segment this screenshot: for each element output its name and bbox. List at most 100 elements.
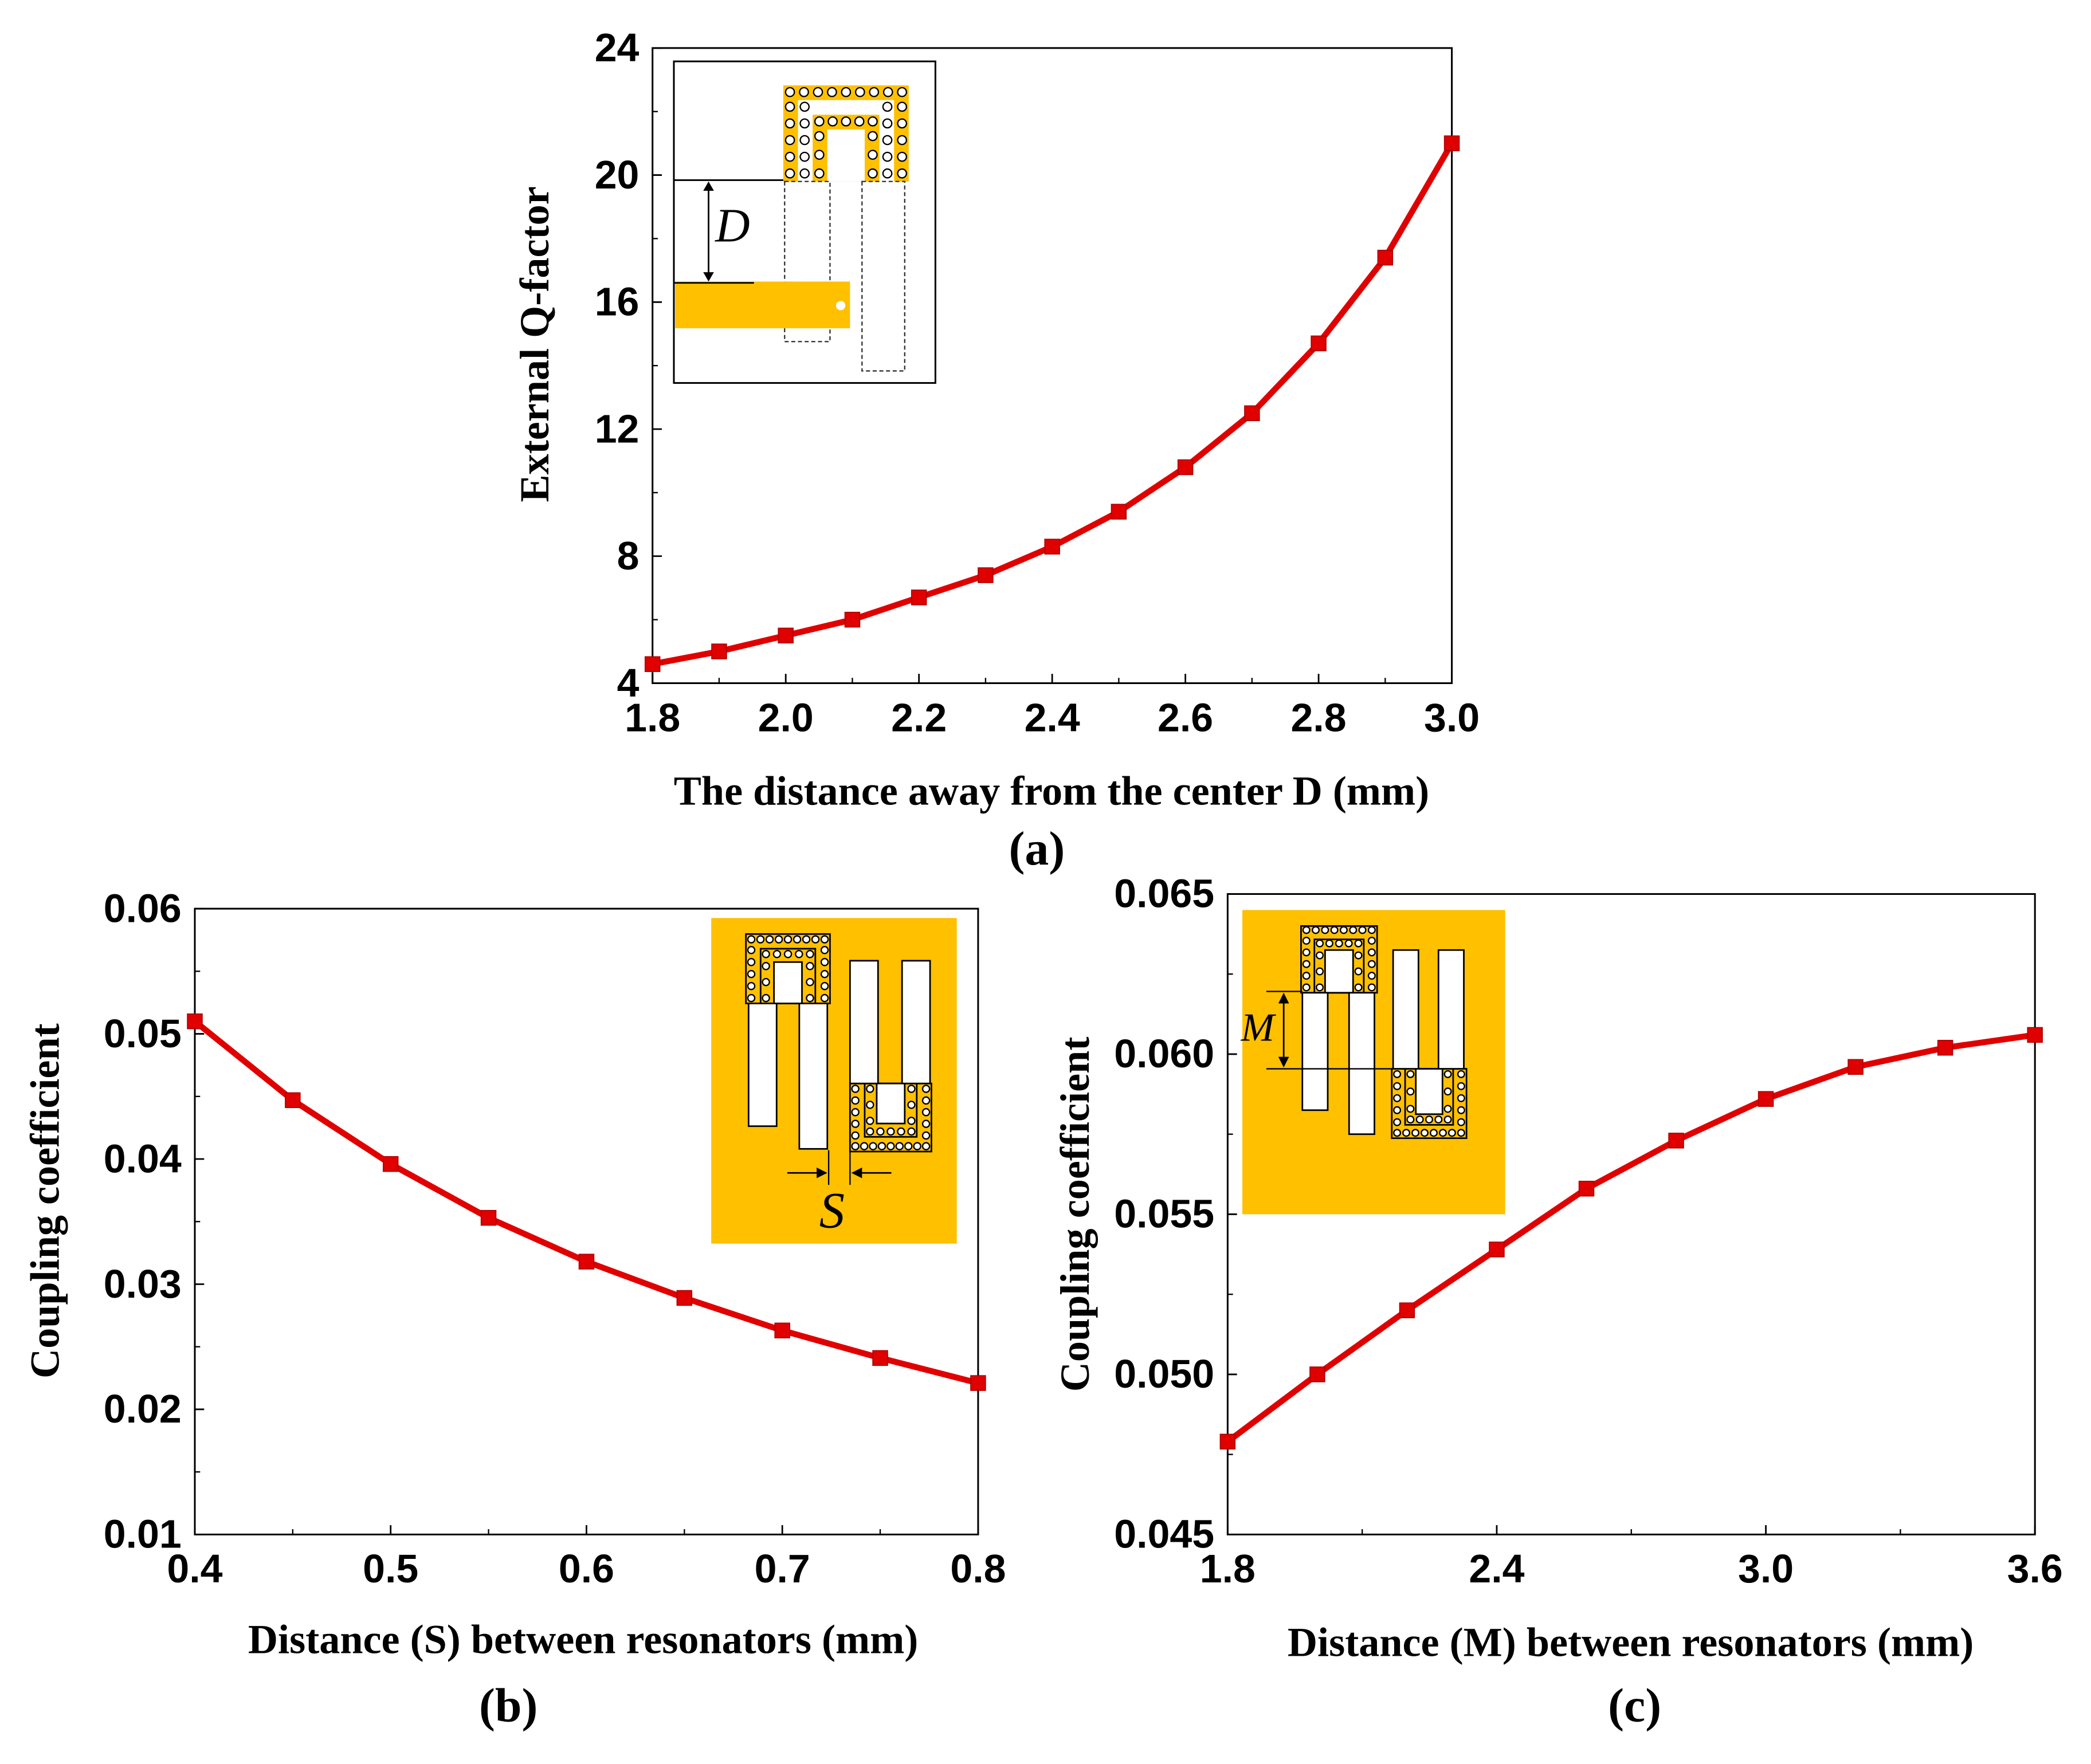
via <box>1411 1129 1420 1137</box>
x-tick-label: 1.8 <box>625 695 680 740</box>
via <box>784 151 795 162</box>
data-point <box>1177 459 1194 476</box>
data-point <box>480 1209 497 1226</box>
data-point <box>1044 539 1060 555</box>
via <box>904 1142 913 1150</box>
via <box>1393 1129 1402 1137</box>
x-tick-label: 0.6 <box>559 1546 614 1591</box>
data-point <box>187 1013 203 1030</box>
via <box>851 1096 860 1105</box>
via <box>869 87 880 97</box>
via <box>820 946 829 954</box>
via <box>1425 1115 1433 1124</box>
x-axis-label-c: Distance (M) between resonators (mm) <box>1288 1619 1974 1665</box>
x-tick-label: 2.6 <box>1158 695 1213 740</box>
via <box>811 935 820 944</box>
via <box>1406 1115 1415 1124</box>
via <box>813 87 823 97</box>
via <box>851 1142 860 1150</box>
data-point <box>1219 1433 1236 1450</box>
via <box>765 935 774 944</box>
via <box>841 116 852 127</box>
via <box>1402 1129 1411 1137</box>
via <box>747 993 756 1003</box>
via <box>1443 1105 1452 1113</box>
via <box>866 1127 874 1136</box>
via <box>747 946 756 954</box>
via <box>907 1085 916 1093</box>
via <box>1438 1129 1447 1137</box>
via <box>799 87 809 97</box>
data-point <box>1668 1133 1684 1149</box>
via <box>784 101 795 112</box>
via <box>1312 926 1320 934</box>
y-tick-label: 16 <box>595 280 640 324</box>
via <box>886 1127 895 1136</box>
via <box>762 977 770 987</box>
via <box>774 935 783 944</box>
via <box>1316 939 1324 948</box>
y-tick-label: 0.060 <box>1114 1031 1214 1076</box>
via <box>877 1142 886 1150</box>
data-point <box>1847 1059 1864 1075</box>
via <box>1406 1105 1415 1113</box>
series-markers-a <box>644 135 1460 672</box>
via <box>1443 1115 1452 1124</box>
via <box>1443 1087 1452 1096</box>
via <box>860 1142 869 1150</box>
data-point <box>1244 405 1260 422</box>
panel-c: M 1.8 2.4 3.0 3.60.0450.0500.0550.0600.065 … <box>1052 871 2063 1732</box>
via <box>747 935 756 944</box>
via <box>907 1101 916 1109</box>
y-tick-label: 0.050 <box>1114 1352 1214 1396</box>
data-point <box>1311 335 1327 352</box>
via <box>921 1142 931 1150</box>
via <box>1316 983 1324 992</box>
via <box>1393 1094 1402 1102</box>
via <box>866 1101 874 1109</box>
via <box>851 1108 860 1117</box>
via <box>1393 1082 1402 1090</box>
via <box>1330 926 1339 934</box>
via <box>868 116 878 127</box>
via <box>1429 1129 1438 1137</box>
via <box>897 1127 905 1136</box>
y-tick-label: 0.01 <box>104 1512 182 1557</box>
via <box>1367 926 1376 934</box>
via <box>814 116 825 127</box>
data-point <box>644 656 661 672</box>
via <box>802 935 811 944</box>
via <box>1421 1129 1429 1137</box>
x-tick-label: 2.8 <box>1291 695 1347 740</box>
via <box>799 118 810 129</box>
via <box>1457 1082 1465 1090</box>
via <box>921 1108 931 1117</box>
via <box>1367 960 1376 968</box>
x-tick-label: 2.4 <box>1469 1546 1524 1591</box>
via <box>820 969 829 979</box>
data-point <box>711 643 727 659</box>
via <box>784 168 795 179</box>
via <box>799 101 810 112</box>
via <box>747 981 756 991</box>
via <box>868 168 878 179</box>
y-tick-label: 12 <box>595 406 640 451</box>
via <box>1457 1070 1465 1078</box>
x-tick-label: 3.6 <box>2007 1546 2063 1591</box>
y-axis-label-b: Coupling coefficient <box>22 1023 68 1378</box>
axes-a: 1.8 2.0 2.2 2.4 2.6 2.8 3.0 4 8 12 16 20 24 <box>595 25 1480 740</box>
data-point <box>676 1290 693 1306</box>
via <box>897 118 908 129</box>
y-tick-label: 24 <box>595 25 640 70</box>
via <box>921 1085 931 1093</box>
via <box>851 1131 860 1140</box>
via <box>1367 948 1376 957</box>
via <box>1349 926 1358 934</box>
via <box>897 101 908 112</box>
via <box>868 131 878 142</box>
via <box>1415 1115 1424 1124</box>
via <box>772 950 782 958</box>
data-point <box>382 1156 399 1172</box>
via <box>1406 1070 1415 1078</box>
